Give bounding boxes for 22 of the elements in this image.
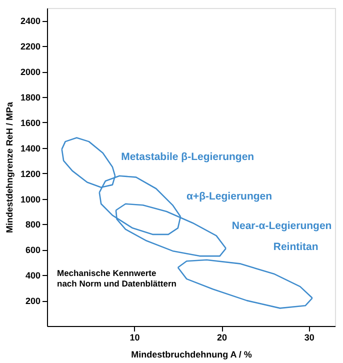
x-tick-label: 30: [304, 332, 314, 342]
y-tick-label: 1000: [20, 194, 40, 204]
y-tick-label: 1800: [20, 92, 40, 103]
series-label: Metastabile β-Legierungen: [121, 150, 254, 163]
y-tick-label: 2000: [20, 67, 40, 78]
x-tick-label: 20: [217, 332, 228, 342]
y-tick-label: 1600: [20, 118, 40, 128]
series-label: Reintitan: [273, 240, 318, 253]
y-tick-label: 400: [25, 270, 40, 281]
y-tick-label: 2400: [20, 16, 40, 26]
annotation: Mechanische Kennwerte nach Norm und Datenblättern: [57, 268, 176, 288]
y-tick-label: 200: [25, 296, 40, 306]
series-label: α+β-Legierungen: [186, 190, 272, 202]
y-tick-label: 1400: [20, 143, 40, 154]
y-axis-title: Mindestdehngrenze ReH / MPa: [4, 101, 14, 234]
x-tick-label: 10: [130, 332, 140, 342]
y-tick-label: 1200: [20, 168, 40, 179]
y-tick-label: 2200: [20, 42, 40, 52]
series-label: Near-α-Legierungen: [232, 220, 332, 232]
x-axis-title: Mindestbruchdehnung A / %: [131, 350, 252, 360]
y-tick-label: 800: [25, 220, 40, 230]
y-tick-label: 600: [25, 245, 40, 256]
